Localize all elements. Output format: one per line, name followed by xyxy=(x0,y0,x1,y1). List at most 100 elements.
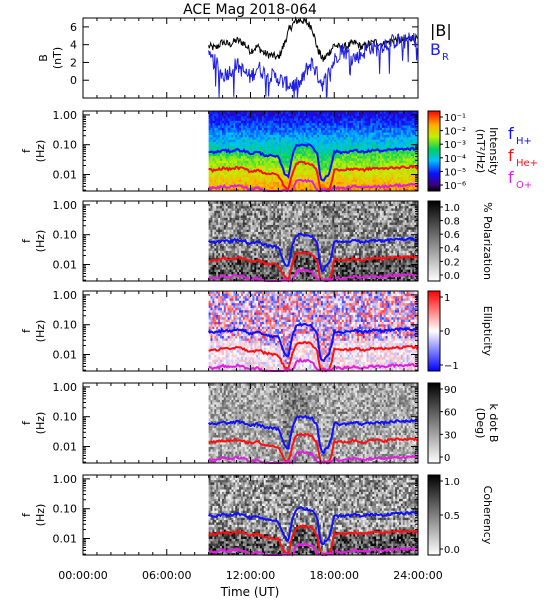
heatmap-cell xyxy=(252,231,255,235)
heatmap-cell xyxy=(263,143,267,147)
heatmap-cell xyxy=(326,179,329,182)
heatmap-cell xyxy=(267,141,270,145)
heatmap-cell xyxy=(248,264,251,268)
heatmap-cell xyxy=(298,165,301,168)
heatmap-cell xyxy=(320,132,324,135)
heatmap-cell xyxy=(237,245,240,249)
heatmap-cell xyxy=(398,162,402,166)
heatmap-cell xyxy=(240,231,244,235)
heatmap-cell xyxy=(330,125,333,128)
heatmap-cell xyxy=(381,134,385,138)
heatmap-cell xyxy=(277,127,280,131)
heatmap-cell xyxy=(366,129,369,133)
heatmap-cell xyxy=(406,129,409,133)
heatmap-cell xyxy=(305,151,308,154)
heatmap-cell xyxy=(269,122,272,126)
heatmap-cell xyxy=(296,183,299,187)
heatmap-cell xyxy=(240,215,244,218)
heatmap-cell xyxy=(229,174,232,178)
heatmap-cell xyxy=(244,141,248,145)
heatmap-cell xyxy=(389,143,392,147)
heatmap-cell xyxy=(210,176,213,180)
heatmap-cell xyxy=(370,160,373,164)
heatmap-cell xyxy=(393,125,396,128)
heatmap-cell xyxy=(328,165,331,168)
heatmap-cell xyxy=(218,158,221,161)
heatmap-cell xyxy=(385,176,388,180)
heatmap-cell xyxy=(220,243,223,247)
heatmap-cell xyxy=(225,165,229,168)
heatmap-cell xyxy=(273,118,276,121)
heatmap-cell xyxy=(256,278,259,282)
heatmap-cell xyxy=(286,118,289,121)
heatmap-cell xyxy=(349,165,352,168)
heatmap-cell xyxy=(244,208,248,211)
heatmap-cell xyxy=(282,113,286,117)
heatmap-cell xyxy=(397,115,400,119)
heatmap-cell xyxy=(242,212,246,216)
heatmap-cell xyxy=(244,266,248,270)
heatmap-cell xyxy=(261,245,265,249)
heatmap-cell xyxy=(305,122,308,126)
heatmap-cell xyxy=(398,122,402,126)
heatmap-cell xyxy=(286,120,289,124)
heatmap-cell xyxy=(322,115,326,119)
heatmap-cell xyxy=(214,205,217,209)
heatmap-cell xyxy=(273,183,276,187)
heatmap-cell xyxy=(212,217,215,221)
heatmap-cell xyxy=(210,224,213,228)
heatmap-cell xyxy=(311,118,314,121)
heatmap-cell xyxy=(263,269,267,272)
heatmap-cell xyxy=(242,243,246,247)
heatmap-cell xyxy=(379,122,383,126)
heatmap-cell xyxy=(412,153,415,157)
heatmap-cell xyxy=(351,176,354,180)
heatmap-cell xyxy=(303,141,307,145)
heatmap-cell xyxy=(252,208,255,211)
heatmap-cell xyxy=(231,252,234,256)
heatmap-cell xyxy=(397,125,400,128)
heatmap-cell xyxy=(319,122,322,126)
heatmap-cell xyxy=(391,120,394,124)
heatmap-cell xyxy=(400,181,404,185)
heatmap-cell xyxy=(389,129,392,133)
heatmap-cell xyxy=(376,122,379,126)
heatmap-cell xyxy=(410,125,413,128)
heatmap-cell xyxy=(389,141,392,145)
heatmap-cell xyxy=(395,160,398,164)
heatmap-cell xyxy=(244,262,248,265)
heatmap-cell xyxy=(267,186,270,190)
heatmap-cell xyxy=(349,139,352,142)
heatmap-cell xyxy=(379,183,383,187)
heatmap-cell xyxy=(410,111,413,114)
heatmap-cell xyxy=(237,231,240,235)
heatmap-cell xyxy=(282,122,286,126)
heatmap-cell xyxy=(376,176,379,180)
heatmap-cell xyxy=(231,255,234,258)
heatmap-cell xyxy=(225,217,229,221)
heatmap-cell xyxy=(223,162,227,166)
heatmap-cell xyxy=(231,122,234,126)
heatmap-cell xyxy=(338,155,341,159)
heatmap-cell xyxy=(347,136,350,140)
heatmap-cell xyxy=(307,129,310,133)
heatmap-cell xyxy=(385,143,388,147)
heatmap-cell xyxy=(339,169,343,173)
heatmap-cell xyxy=(258,236,261,240)
heatmap-cell xyxy=(227,111,230,114)
heatmap-cell xyxy=(252,179,255,182)
heatmap-cell xyxy=(208,257,211,261)
heatmap-cell xyxy=(235,241,238,244)
heatmap-cell xyxy=(227,271,230,275)
heatmap-cell xyxy=(229,129,232,133)
heatmap-cell xyxy=(326,172,329,175)
heatmap-cell xyxy=(368,188,371,192)
heatmap-cell xyxy=(218,222,221,225)
heatmap-cell xyxy=(366,181,369,185)
heatmap-cell xyxy=(404,188,407,192)
heatmap-cell xyxy=(391,118,394,121)
heatmap-cell xyxy=(364,153,367,157)
heatmap-cell xyxy=(221,236,225,240)
heatmap-cell xyxy=(360,141,364,145)
heatmap-cell xyxy=(378,181,381,185)
